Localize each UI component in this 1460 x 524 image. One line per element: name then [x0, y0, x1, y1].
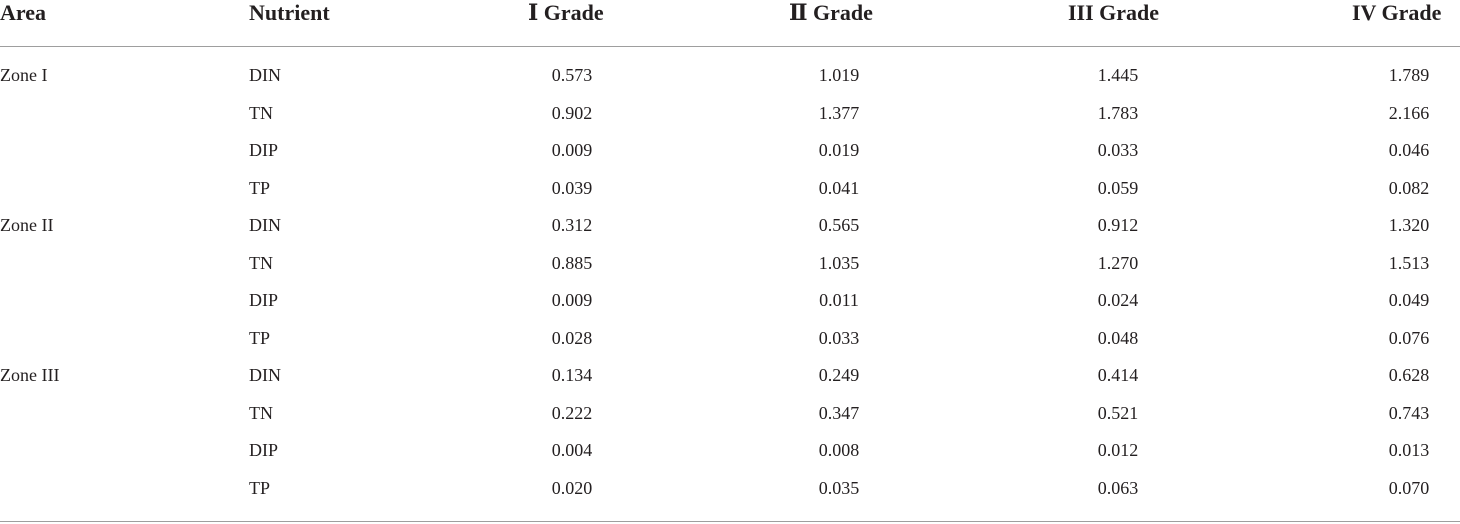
- area-cell: Zone I: [0, 65, 48, 85]
- grade-4-cell: 0.076: [1388, 327, 1430, 348]
- grade-2-cell: 0.033: [818, 327, 860, 348]
- grade-3-cell: 0.521: [1097, 402, 1139, 423]
- grade-3-cell: 1.445: [1097, 65, 1139, 85]
- grade-4-cell: 0.070: [1388, 477, 1430, 498]
- table-row: TN 0.902 1.377 1.783 2.166: [0, 97, 1460, 135]
- table-header: Area Nutrient Ⅰ Grade Ⅱ Grade III Grade …: [0, 0, 1460, 28]
- table-row: TN 0.885 1.035 1.270 1.513: [0, 247, 1460, 285]
- table-row: DIP 0.004 0.008 0.012 0.013: [0, 434, 1460, 472]
- grade-1-cell: 0.222: [551, 402, 593, 423]
- nutrient-cell: DIP: [249, 140, 279, 160]
- grade-4-cell: 2.166: [1388, 102, 1430, 123]
- grade-4-cell: 0.013: [1388, 440, 1430, 460]
- grade-3-cell: 0.063: [1097, 477, 1139, 498]
- nutrient-cell: DIP: [249, 290, 279, 310]
- grade-3-cell: 0.048: [1097, 327, 1139, 348]
- nutrient-cell: TP: [249, 177, 271, 198]
- grade-1-cell: 0.885: [551, 252, 593, 273]
- grade-4-cell: 1.320: [1388, 215, 1430, 235]
- grade-3-cell: 1.270: [1097, 252, 1139, 273]
- table-row: DIP 0.009 0.011 0.024 0.049: [0, 284, 1460, 322]
- nutrient-cell: TN: [249, 252, 273, 273]
- nutrient-cell: DIP: [249, 440, 279, 460]
- table-row: Zone I DIN 0.573 1.019 1.445 1.789: [0, 59, 1460, 97]
- grade-1-cell: 0.004: [551, 440, 593, 460]
- table-row: DIP 0.009 0.019 0.033 0.046: [0, 134, 1460, 172]
- grade-2-cell: 1.035: [818, 252, 860, 273]
- grade-2-cell: 0.008: [818, 440, 860, 460]
- table-row: TN 0.222 0.347 0.521 0.743: [0, 397, 1460, 435]
- grade-3-cell: 0.033: [1097, 140, 1139, 160]
- table-row: Zone III DIN 0.134 0.249 0.414 0.628: [0, 359, 1460, 397]
- header-rule: [0, 46, 1460, 47]
- nutrient-cell: TN: [249, 102, 273, 123]
- grade-1-cell: 0.009: [551, 290, 593, 310]
- nutrient-cell: DIN: [249, 65, 281, 85]
- nutrient-cell: TP: [249, 477, 271, 498]
- grade-3-cell: 0.912: [1097, 215, 1139, 235]
- grade-2-cell: 0.041: [818, 177, 860, 198]
- grade-2-cell: 0.011: [819, 290, 859, 310]
- table-row: TP 0.028 0.033 0.048 0.076: [0, 322, 1460, 360]
- grade-2-cell: 0.249: [818, 365, 860, 385]
- area-cell: Zone II: [0, 215, 54, 235]
- grade-2-cell: 1.377: [818, 102, 860, 123]
- grade-4-cell: 0.628: [1388, 365, 1430, 385]
- grade-3-cell: 1.783: [1097, 102, 1139, 123]
- nutrient-cell: TN: [249, 402, 273, 423]
- table-row: TP 0.020 0.035 0.063 0.070: [0, 472, 1460, 510]
- grade-2-cell: 0.019: [818, 140, 860, 160]
- grade-1-cell: 0.573: [551, 65, 593, 85]
- grade-1-cell: 0.312: [551, 215, 593, 235]
- grade-2-cell: 0.035: [818, 477, 860, 498]
- grade-2-cell: 0.347: [818, 402, 860, 423]
- header-grade-2: Ⅱ Grade: [789, 0, 873, 25]
- table-row: Zone II DIN 0.312 0.565 0.912 1.320: [0, 209, 1460, 247]
- grade-1-cell: 0.028: [551, 327, 593, 348]
- grade-4-cell: 1.513: [1388, 252, 1430, 273]
- header-grade-1: Ⅰ Grade: [528, 0, 604, 25]
- grade-2-cell: 1.019: [818, 65, 860, 85]
- table-row: TP 0.039 0.041 0.059 0.082: [0, 172, 1460, 210]
- grade-4-cell: 0.046: [1388, 140, 1430, 160]
- grade-4-cell: 0.082: [1388, 177, 1430, 198]
- grade-3-cell: 0.414: [1097, 365, 1139, 385]
- header-grade-3: III Grade: [1068, 0, 1160, 25]
- grade-1-cell: 0.039: [551, 177, 593, 198]
- header-grade-4: IV Grade: [1352, 0, 1442, 25]
- header-area: Area: [0, 0, 47, 25]
- nutrient-cell: DIN: [249, 365, 281, 385]
- grade-4-cell: 1.789: [1388, 65, 1430, 85]
- grade-3-cell: 0.059: [1097, 177, 1139, 198]
- grade-1-cell: 0.020: [551, 477, 593, 498]
- grade-4-cell: 0.743: [1388, 402, 1430, 423]
- grade-2-cell: 0.565: [818, 215, 860, 235]
- table-body: Zone I DIN 0.573 1.019 1.445 1.789 TN 0.…: [0, 59, 1460, 509]
- nutrient-cell: TP: [249, 327, 271, 348]
- header-nutrient: Nutrient: [249, 0, 330, 25]
- grade-1-cell: 0.902: [551, 102, 593, 123]
- grade-3-cell: 0.024: [1097, 290, 1139, 310]
- grade-4-cell: 0.049: [1388, 290, 1430, 310]
- grade-1-cell: 0.009: [551, 140, 593, 160]
- grade-3-cell: 0.012: [1097, 440, 1139, 460]
- area-cell: Zone III: [0, 365, 60, 385]
- nutrient-cell: DIN: [249, 215, 281, 235]
- footer-rule: [0, 521, 1460, 522]
- grade-1-cell: 0.134: [551, 365, 593, 385]
